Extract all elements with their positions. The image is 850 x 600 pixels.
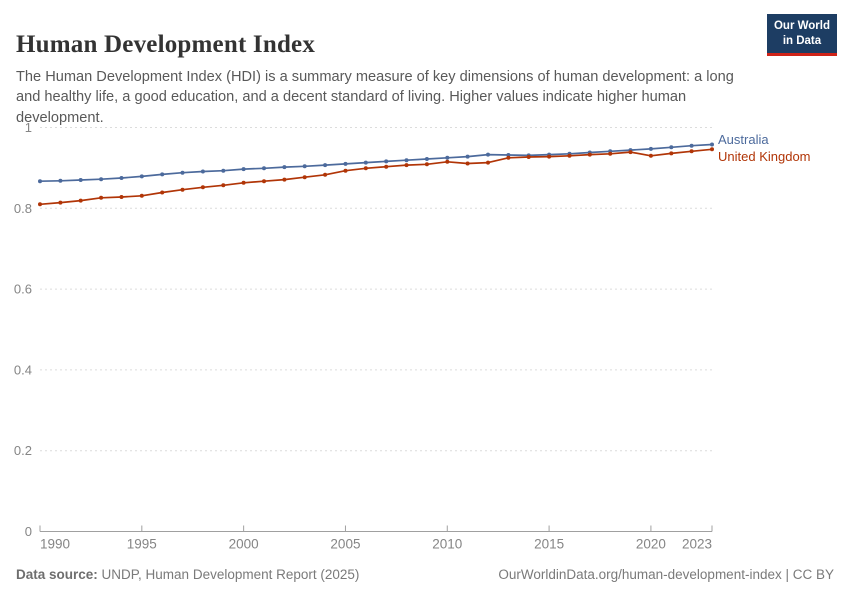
- x-axis-tick-label: 1990: [40, 537, 70, 552]
- data-series: [38, 142, 714, 207]
- data-point-australia-1991[interactable]: [58, 178, 63, 183]
- data-source-label: Data source:: [16, 567, 98, 582]
- data-point-australia-2005[interactable]: [343, 161, 348, 166]
- data-point-australia-1996[interactable]: [160, 172, 165, 177]
- data-point-united-kingdom-2014[interactable]: [526, 155, 531, 159]
- owid-logo-line2: in Data: [782, 34, 822, 47]
- data-point-united-kingdom-2015[interactable]: [547, 154, 552, 159]
- data-point-united-kingdom-1993[interactable]: [99, 195, 104, 200]
- data-point-united-kingdom-1996[interactable]: [160, 190, 165, 195]
- data-point-united-kingdom-2000[interactable]: [241, 180, 246, 185]
- x-axis-tick-label: 2005: [330, 537, 360, 552]
- data-point-australia-2006[interactable]: [363, 160, 368, 165]
- data-point-australia-1994[interactable]: [119, 176, 124, 180]
- owid-logo-line1: Our World: [773, 20, 830, 32]
- data-point-united-kingdom-1990[interactable]: [38, 202, 42, 207]
- data-source-note: Data source: UNDP, Human Development Rep…: [16, 567, 359, 582]
- data-point-australia-2011[interactable]: [465, 154, 470, 159]
- data-point-united-kingdom-2005[interactable]: [343, 168, 348, 173]
- data-point-united-kingdom-2012[interactable]: [486, 160, 490, 165]
- data-source-text: UNDP, Human Development Report (2025): [97, 567, 360, 582]
- data-point-australia-1998[interactable]: [200, 169, 205, 174]
- series-line-australia[interactable]: [39, 143, 713, 183]
- data-point-australia-2021[interactable]: [669, 145, 674, 150]
- data-point-united-kingdom-2020[interactable]: [648, 153, 653, 158]
- gridlines: [40, 127, 712, 452]
- data-point-australia-2022[interactable]: [689, 143, 694, 148]
- data-point-united-kingdom-2019[interactable]: [628, 150, 633, 155]
- data-point-australia-2012[interactable]: [486, 152, 490, 157]
- data-point-australia-2013[interactable]: [506, 153, 511, 157]
- data-point-australia-1992[interactable]: [78, 178, 83, 182]
- data-point-united-kingdom-2002[interactable]: [282, 177, 287, 182]
- data-point-australia-2023[interactable]: [710, 142, 714, 147]
- x-axis-tick-label: 1995: [127, 537, 157, 552]
- data-point-united-kingdom-1997[interactable]: [180, 187, 185, 192]
- y-axis-tick-label: 0.6: [14, 282, 32, 297]
- data-point-australia-2009[interactable]: [424, 157, 429, 161]
- data-point-united-kingdom-2007[interactable]: [384, 164, 389, 169]
- legend-label-australia[interactable]: Australia: [718, 132, 769, 147]
- legend-label-united-kingdom[interactable]: United Kingdom: [718, 149, 811, 164]
- data-point-united-kingdom-2023[interactable]: [710, 147, 714, 152]
- data-point-australia-1997[interactable]: [180, 170, 185, 175]
- data-point-australia-2008[interactable]: [404, 158, 409, 163]
- data-point-united-kingdom-2001[interactable]: [262, 179, 266, 184]
- x-axis-tick-label: 2010: [432, 537, 462, 552]
- data-point-australia-2000[interactable]: [241, 167, 246, 172]
- data-point-australia-2001[interactable]: [262, 166, 266, 171]
- data-point-united-kingdom-2021[interactable]: [669, 151, 674, 156]
- data-point-united-kingdom-2017[interactable]: [587, 152, 592, 157]
- axes: 0 0.2 0.4 0.6 0.8 1 1990 1995 2000 2005 2010 2015 20…: [14, 120, 713, 552]
- page-title: Human Development Index: [16, 30, 316, 58]
- data-point-australia-1993[interactable]: [99, 177, 104, 182]
- data-point-united-kingdom-2008[interactable]: [404, 163, 409, 168]
- data-point-australia-2002[interactable]: [282, 165, 287, 170]
- data-point-united-kingdom-1999[interactable]: [221, 183, 226, 188]
- data-point-united-kingdom-1991[interactable]: [58, 200, 63, 205]
- chart-subtitle: The Human Development Index (HDI) is a s…: [16, 68, 734, 127]
- data-point-australia-1990[interactable]: [38, 179, 42, 184]
- data-point-australia-2020[interactable]: [648, 146, 653, 151]
- data-point-united-kingdom-1998[interactable]: [200, 185, 205, 190]
- x-axis-tick-label: 2000: [229, 537, 259, 552]
- data-point-australia-2003[interactable]: [302, 164, 307, 169]
- data-point-united-kingdom-2003[interactable]: [302, 175, 307, 180]
- y-axis-tick-label: 1: [25, 120, 32, 135]
- data-point-united-kingdom-1995[interactable]: [139, 193, 144, 198]
- data-point-united-kingdom-1992[interactable]: [78, 198, 83, 203]
- x-axis-tick-label: 2020: [636, 537, 666, 552]
- data-point-australia-1999[interactable]: [221, 168, 226, 173]
- y-axis-tick-label: 0.4: [14, 362, 32, 377]
- y-axis-tick-label: 0.2: [14, 443, 32, 458]
- y-axis-tick-label: 0: [25, 524, 32, 539]
- data-point-united-kingdom-2018[interactable]: [608, 151, 613, 156]
- y-axis-tick-label: 0.8: [14, 201, 32, 216]
- data-point-australia-1995[interactable]: [139, 174, 144, 179]
- chart-footer: Data source: UNDP, Human Development Rep…: [16, 567, 834, 582]
- data-point-australia-2010[interactable]: [445, 155, 450, 160]
- data-point-united-kingdom-1994[interactable]: [119, 195, 124, 199]
- x-axis-tick-label: 2023: [682, 537, 712, 552]
- data-point-united-kingdom-2004[interactable]: [323, 172, 328, 177]
- owid-url-license[interactable]: OurWorldinData.org/human-development-ind…: [498, 567, 834, 582]
- data-point-united-kingdom-2016[interactable]: [567, 153, 572, 158]
- data-point-united-kingdom-2022[interactable]: [689, 149, 694, 154]
- x-axis-tick-label: 2015: [534, 537, 564, 552]
- data-point-united-kingdom-2010[interactable]: [445, 159, 450, 164]
- data-point-united-kingdom-2011[interactable]: [465, 161, 470, 166]
- data-point-australia-2004[interactable]: [323, 163, 328, 168]
- owid-logo[interactable]: Our World in Data: [766, 14, 837, 56]
- data-point-united-kingdom-2013[interactable]: [506, 155, 511, 160]
- data-point-united-kingdom-2009[interactable]: [424, 162, 429, 167]
- series-line-united-kingdom[interactable]: [39, 148, 713, 206]
- data-point-united-kingdom-2006[interactable]: [363, 166, 368, 171]
- data-point-australia-2007[interactable]: [384, 159, 389, 164]
